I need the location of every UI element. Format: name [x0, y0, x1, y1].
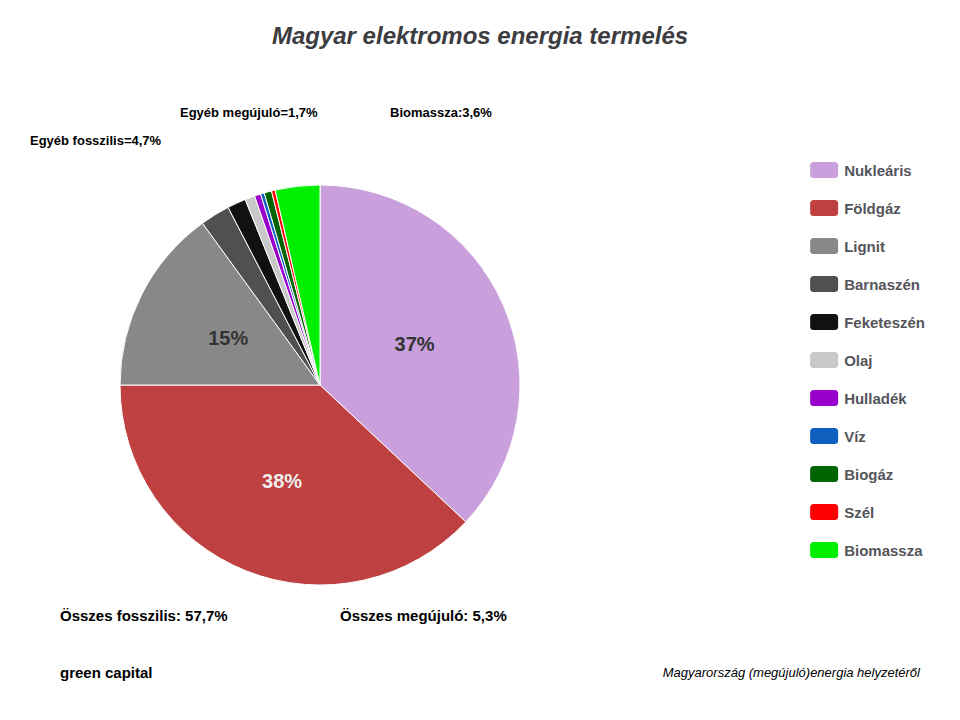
- svg-text:Víz: Víz: [844, 428, 866, 445]
- svg-text:Lignit: Lignit: [844, 238, 885, 255]
- svg-text:Barnaszén: Barnaszén: [844, 276, 920, 293]
- svg-text:Egyéb fosszilis=4,7%: Egyéb fosszilis=4,7%: [30, 133, 162, 148]
- svg-text:Biomassza: Biomassza: [844, 542, 923, 559]
- svg-text:Egyéb megújuló=1,7%: Egyéb megújuló=1,7%: [180, 105, 318, 120]
- svg-text:Hulladék: Hulladék: [844, 390, 907, 407]
- svg-text:Összes megújuló: 5,3%: Összes megújuló: 5,3%: [340, 607, 507, 624]
- svg-text:15%: 15%: [208, 327, 248, 349]
- svg-text:38%: 38%: [262, 470, 302, 492]
- svg-text:Biomassza:3,6%: Biomassza:3,6%: [390, 105, 492, 120]
- svg-text:Biogáz: Biogáz: [844, 466, 893, 483]
- svg-text:Olaj: Olaj: [844, 352, 872, 369]
- svg-text:37%: 37%: [395, 333, 435, 355]
- svg-text:Összes fosszilis: 57,7%: Összes fosszilis: 57,7%: [60, 607, 228, 624]
- svg-text:Földgáz: Földgáz: [844, 200, 901, 217]
- svg-text:Magyar elektromos energia term: Magyar elektromos energia termelés: [272, 22, 688, 49]
- svg-text:green capital: green capital: [60, 664, 153, 681]
- svg-text:Szél: Szél: [844, 504, 874, 521]
- svg-text:Magyarország (megújuló)energia: Magyarország (megújuló)energia helyzetér…: [663, 665, 921, 680]
- svg-text:Feketeszén: Feketeszén: [844, 314, 925, 331]
- svg-text:Nukleáris: Nukleáris: [844, 162, 912, 179]
